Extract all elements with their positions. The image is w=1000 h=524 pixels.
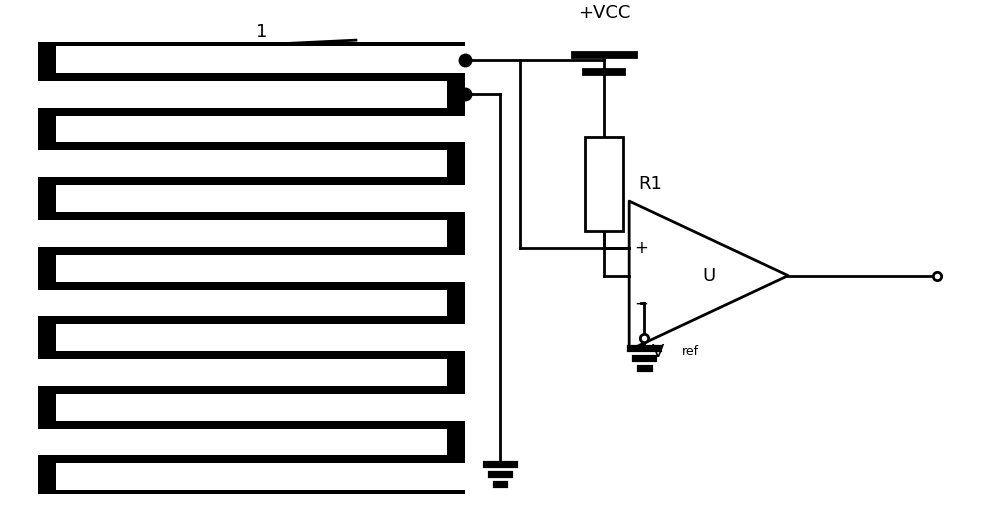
Bar	[56, 46, 465, 73]
Text: V: V	[652, 343, 664, 361]
Bar	[38, 150, 447, 177]
Bar	[585, 137, 623, 231]
Bar	[56, 255, 465, 281]
Bar	[38, 81, 447, 108]
Bar	[56, 463, 465, 490]
Bar	[56, 394, 465, 421]
Bar	[38, 290, 447, 316]
Text: 1: 1	[256, 23, 267, 41]
Text: −: −	[634, 294, 648, 312]
Bar	[38, 42, 465, 494]
Bar	[38, 429, 447, 455]
Text: R1: R1	[638, 174, 662, 193]
Bar	[56, 185, 465, 212]
Bar	[38, 220, 447, 247]
Text: +VCC: +VCC	[578, 4, 631, 22]
Text: ref: ref	[682, 345, 699, 358]
Bar	[56, 116, 465, 143]
Text: U: U	[702, 267, 715, 285]
Text: +: +	[634, 239, 648, 257]
Bar	[56, 324, 465, 351]
Bar	[38, 359, 447, 386]
